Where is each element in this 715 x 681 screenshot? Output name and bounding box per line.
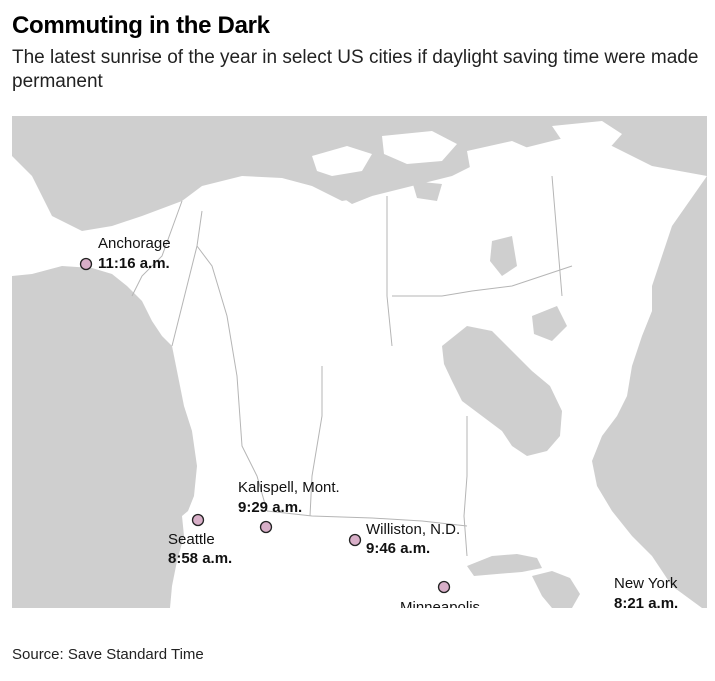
borders [131, 175, 573, 557]
marker-icon[interactable] [79, 257, 93, 271]
city-name: Seattle [168, 531, 215, 548]
city-minneapolis[interactable]: Minneapolis [400, 580, 480, 609]
city-seattle[interactable]: Seattle 8:58 a.m. [168, 513, 232, 568]
lake-superior [467, 554, 542, 576]
marker-icon[interactable] [191, 513, 205, 527]
city-sunrise-time: 11:16 a.m. [98, 255, 170, 272]
city-sunrise-time: 8:21 a.m. [614, 595, 678, 608]
city-sunrise-time: 9:46 a.m. [366, 540, 430, 557]
map-area: Anchorage 11:16 a.m. Seattle 8:58 a.m. K… [12, 116, 707, 608]
marker-icon[interactable] [259, 520, 273, 534]
chart-title: Commuting in the Dark [12, 12, 270, 39]
city-anchorage[interactable]: Anchorage 11:16 a.m. [79, 235, 171, 272]
hudson-bay [442, 326, 562, 456]
city-name: Williston, N.D. [366, 521, 460, 538]
marker-icon[interactable] [348, 533, 362, 547]
map-canvas: Anchorage 11:16 a.m. Seattle 8:58 a.m. K… [12, 116, 707, 608]
arctic-inlets [332, 176, 567, 341]
city-name: Kalispell, Mont. [238, 479, 340, 496]
city-williston[interactable]: Williston, N.D. 9:46 a.m. [348, 521, 461, 557]
arctic-ocean [12, 116, 707, 231]
city-name: New York [614, 575, 678, 592]
marker-icon[interactable] [437, 580, 451, 594]
city-sunrise-time: 8:58 a.m. [168, 550, 232, 567]
city-name: Anchorage [98, 235, 171, 252]
city-name: Minneapolis [400, 599, 480, 608]
chart-subtitle: The latest sunrise of the year in select… [12, 47, 699, 92]
lake-michigan-huron [532, 571, 580, 608]
city-kalispell[interactable]: Kalispell, Mont. 9:29 a.m. [238, 479, 340, 534]
atlantic-ocean [592, 176, 707, 608]
pacific-ocean [12, 266, 197, 608]
source-note: Source: Save Standard Time [12, 646, 204, 663]
arctic-islands [272, 121, 627, 291]
city-sunrise-time: 9:29 a.m. [238, 499, 302, 516]
city-new-york[interactable]: New York 8:21 a.m. [614, 575, 678, 608]
